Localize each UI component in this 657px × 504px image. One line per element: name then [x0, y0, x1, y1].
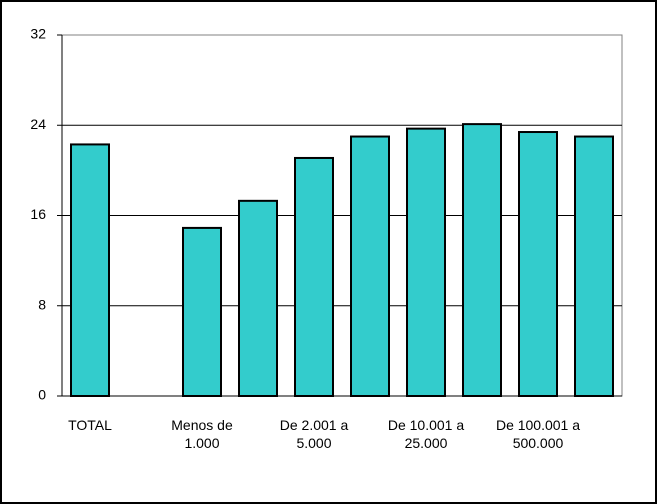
x-tick-label: De 2.001 a 5.000	[279, 417, 349, 451]
bar	[70, 143, 110, 397]
bar	[518, 131, 558, 398]
bar	[406, 127, 446, 397]
x-tick-label: Menos de 1.000	[171, 417, 233, 451]
bar	[238, 199, 278, 397]
bar	[462, 123, 502, 397]
y-tick-label: 24	[30, 116, 46, 132]
bar	[182, 226, 222, 397]
bar	[294, 156, 334, 397]
x-tick-label: De 100.001 a 500.000	[495, 417, 581, 451]
bar	[574, 135, 614, 397]
y-tick-label: 32	[30, 26, 46, 42]
x-tick-label: TOTAL	[68, 417, 112, 433]
bar	[350, 135, 390, 397]
y-tick-label: 8	[38, 296, 46, 312]
y-tick-label: 16	[30, 206, 46, 222]
y-tick-label: 0	[38, 387, 46, 403]
x-tick-label: De 10.001 a 25.000	[387, 417, 465, 451]
